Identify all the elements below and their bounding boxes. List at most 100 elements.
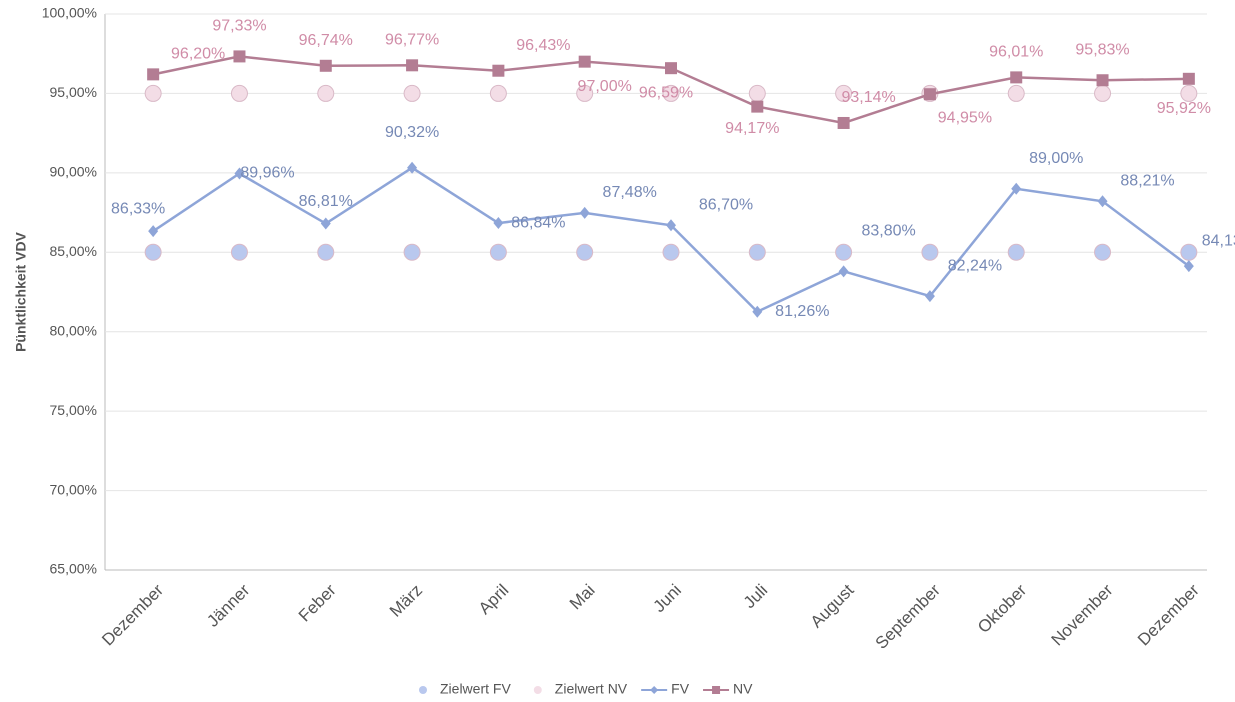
marker — [230, 243, 248, 261]
data-label: 86,84% — [511, 214, 565, 231]
marker — [1010, 71, 1023, 84]
marker — [1096, 74, 1109, 87]
marker — [748, 84, 766, 102]
data-label: 87,48% — [603, 184, 657, 201]
data-label: 86,33% — [111, 200, 165, 217]
marker — [838, 265, 849, 278]
marker — [576, 84, 594, 102]
marker — [924, 290, 935, 303]
marker — [837, 116, 850, 129]
data-label: 95,83% — [1075, 41, 1129, 58]
marker — [230, 84, 248, 102]
marker — [665, 62, 677, 75]
x-tick-label: Juni — [650, 581, 685, 616]
marker — [407, 161, 418, 174]
marker — [234, 167, 245, 180]
marker — [144, 243, 162, 261]
marker — [752, 305, 763, 318]
data-label: 86,70% — [699, 196, 753, 213]
data-label: 81,26% — [775, 303, 829, 320]
data-label: 97,33% — [212, 18, 266, 35]
marker — [662, 84, 680, 102]
legend-item: FV — [641, 681, 690, 697]
series-line — [152, 166, 1190, 314]
legend-marker — [650, 686, 659, 694]
marker — [493, 217, 504, 230]
y-tick-label: 65,00% — [50, 561, 97, 577]
marker — [144, 84, 162, 102]
data-label: 96,77% — [385, 32, 439, 49]
x-tick-label: Dezember — [98, 580, 167, 649]
data-label: 84,13% — [1202, 232, 1235, 249]
data-label: 94,17% — [725, 120, 779, 137]
marker — [835, 84, 853, 102]
marker — [1007, 243, 1025, 261]
marker — [835, 243, 853, 261]
legend-item: Zielwert FV — [419, 681, 511, 697]
x-tick-label: Mai — [566, 581, 599, 614]
y-tick-label: 90,00% — [50, 164, 97, 180]
data-label: 93,14% — [841, 89, 895, 106]
marker — [666, 219, 676, 232]
legend-item: NV — [703, 681, 753, 697]
data-label: 94,95% — [938, 109, 992, 126]
marker — [1007, 84, 1025, 102]
marker — [1180, 84, 1198, 102]
marker — [1094, 84, 1112, 102]
x-tick-label: April — [475, 581, 512, 618]
marker — [578, 55, 591, 68]
marker — [147, 68, 160, 81]
data-label: 86,81% — [299, 193, 353, 210]
x-tick-label: November — [1048, 580, 1117, 649]
legend-item: Zielwert NV — [533, 681, 628, 697]
data-label: 96,43% — [516, 37, 570, 54]
marker — [1094, 243, 1112, 261]
marker — [1180, 243, 1198, 261]
marker — [317, 243, 335, 261]
marker — [406, 59, 419, 72]
data-label: 89,96% — [240, 165, 294, 182]
y-tick-label: 95,00% — [50, 84, 97, 100]
data-label: 88,21% — [1120, 173, 1174, 190]
data-label: 95,92% — [1157, 100, 1211, 117]
x-tick-label: Oktober — [974, 580, 1030, 636]
legend-marker — [533, 686, 542, 694]
x-tick-label: Dezember — [1134, 580, 1203, 649]
data-label: 96,01% — [989, 44, 1043, 61]
marker — [1183, 260, 1194, 273]
data-label: 96,59% — [639, 84, 693, 101]
x-tick-label: März — [386, 581, 426, 621]
marker — [317, 84, 335, 102]
marker — [748, 243, 766, 261]
marker — [662, 243, 680, 261]
legend-label: Zielwert NV — [555, 681, 628, 697]
y-axis-label: Pünktlichkeit VDV — [13, 231, 29, 351]
marker — [489, 84, 507, 102]
data-label: 83,80% — [861, 223, 915, 240]
y-tick-label: 70,00% — [50, 481, 97, 497]
marker — [403, 243, 421, 261]
marker — [579, 206, 590, 219]
y-tick-label: 75,00% — [50, 402, 97, 418]
y-tick-label: 80,00% — [50, 322, 97, 338]
marker — [921, 243, 939, 261]
marker — [403, 84, 421, 102]
marker — [489, 243, 507, 261]
x-tick-label: September — [872, 580, 944, 652]
legend-marker — [419, 686, 427, 694]
data-label: 90,32% — [385, 124, 439, 141]
legend-marker — [712, 686, 721, 694]
marker — [319, 59, 332, 72]
marker — [1011, 182, 1022, 195]
marker — [320, 217, 331, 230]
y-tick-label: 100,00% — [42, 5, 97, 21]
legend-label: FV — [671, 681, 690, 697]
legend-label: Zielwert FV — [440, 681, 511, 697]
x-tick-label: Juli — [740, 581, 771, 612]
marker — [492, 64, 505, 77]
x-tick-label: Jänner — [203, 580, 253, 630]
marker — [576, 243, 594, 261]
x-tick-label: Feber — [295, 580, 340, 625]
